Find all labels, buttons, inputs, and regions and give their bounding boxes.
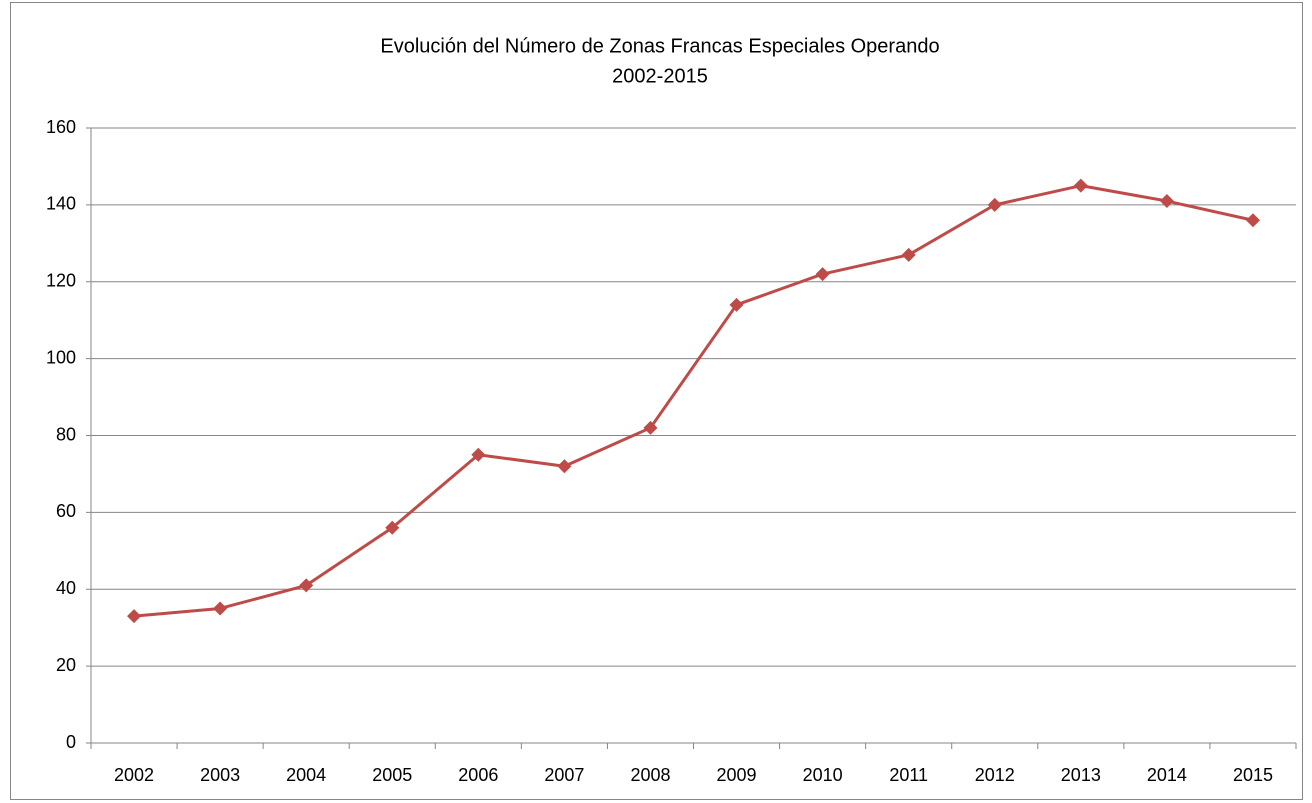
marker — [385, 520, 400, 535]
y-tick-label: 80 — [56, 424, 76, 444]
marker — [729, 297, 744, 312]
y-tick-label: 60 — [56, 501, 76, 521]
x-tick-label: 2006 — [458, 765, 498, 785]
x-tick-label: 2014 — [1147, 765, 1187, 785]
x-tick-label: 2003 — [200, 765, 240, 785]
y-tick-label: 140 — [46, 194, 76, 214]
marker — [299, 578, 314, 593]
marker — [1159, 194, 1174, 209]
x-tick-label: 2004 — [286, 765, 326, 785]
marker — [815, 267, 830, 282]
x-tick-label: 2012 — [975, 765, 1015, 785]
x-tick-label: 2011 — [889, 765, 928, 785]
chart-frame — [10, 2, 1303, 800]
chart-title: Evolución del Número de Zonas Francas Es… — [380, 35, 939, 57]
chart-subtitle: 2002-2015 — [612, 65, 708, 87]
y-tick-label: 20 — [56, 655, 76, 675]
x-tick-label: 2007 — [544, 765, 584, 785]
x-tick-label: 2005 — [372, 765, 412, 785]
x-tick-label: 2010 — [803, 765, 843, 785]
marker — [901, 247, 916, 262]
marker — [127, 609, 142, 624]
x-tick-label: 2002 — [114, 765, 154, 785]
y-tick-label: 100 — [46, 347, 76, 367]
x-tick-label: 2008 — [630, 765, 670, 785]
x-tick-label: 2015 — [1233, 765, 1273, 785]
marker — [471, 447, 486, 462]
x-tick-label: 2013 — [1061, 765, 1101, 785]
y-tick-label: 160 — [46, 117, 76, 137]
line — [133, 184, 1254, 618]
x-tick-label: 2009 — [717, 765, 757, 785]
marker — [987, 197, 1002, 212]
marker — [213, 601, 228, 616]
y-tick-label: 40 — [56, 578, 76, 598]
marker — [1245, 213, 1260, 228]
marker — [557, 459, 572, 474]
marker — [1073, 178, 1088, 193]
marker — [643, 420, 658, 435]
y-tick-label: 0 — [66, 732, 76, 752]
y-tick-label: 120 — [46, 271, 76, 291]
